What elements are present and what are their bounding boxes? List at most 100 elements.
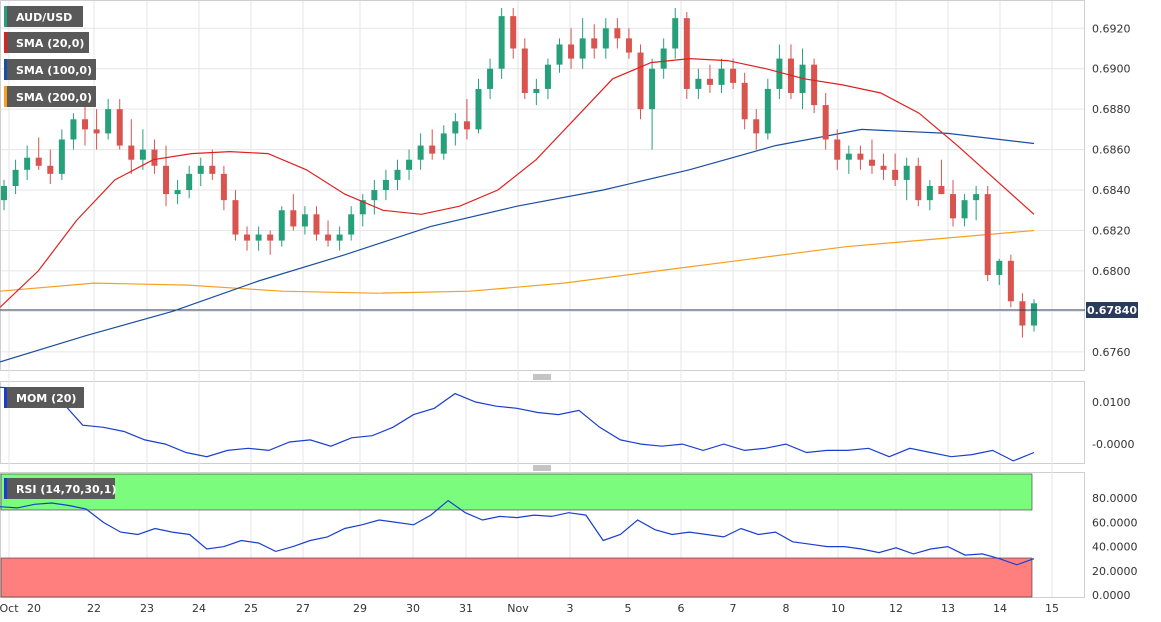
- rsi-overbought-zone: [0, 473, 1033, 511]
- candle-body: [394, 169, 401, 180]
- candle-body: [70, 119, 77, 140]
- rsi-oversold-zone: [0, 557, 1033, 598]
- candle-body: [706, 78, 713, 85]
- time-tick-label: 22: [87, 602, 101, 615]
- price-tick-label: 0.6860: [1092, 144, 1131, 157]
- mom-axis: 0.0100 -0.0000: [1092, 396, 1134, 451]
- candle-body: [267, 234, 274, 241]
- rsi-axis: 80.0000 60.0000 40.0000 20.0000 0.0000: [1092, 492, 1138, 602]
- candle-body: [996, 260, 1003, 275]
- mom-line: [0, 386, 1035, 462]
- panel-splitter-1[interactable]: [533, 374, 551, 380]
- time-tick-label: 5: [625, 602, 632, 615]
- candle-body: [949, 194, 956, 219]
- candles: [1, 8, 1037, 338]
- time-tick-label: 12: [889, 602, 903, 615]
- time-tick-label: 29: [353, 602, 367, 615]
- candle-body: [232, 200, 239, 235]
- rsi-path: [0, 499, 1035, 566]
- candle-body: [186, 173, 193, 191]
- candle-body: [544, 64, 551, 89]
- legend-sma200-label: SMA (200,0): [16, 91, 92, 104]
- sma-100-path: [0, 128, 1035, 363]
- candle-body: [313, 214, 320, 235]
- time-tick-label: 7: [730, 602, 737, 615]
- candle-body: [475, 88, 482, 130]
- time-tick-label: 15: [1045, 602, 1059, 615]
- time-tick-label: Nov: [507, 602, 529, 615]
- rsi-tick-label: 60.0000: [1092, 516, 1138, 529]
- candle-body: [730, 68, 737, 83]
- candle-body: [336, 234, 343, 241]
- candle-body: [602, 28, 609, 49]
- candle-body: [498, 16, 505, 69]
- candle-body: [776, 58, 783, 89]
- candle-body: [359, 200, 366, 215]
- time-tick-label: 23: [140, 602, 154, 615]
- mom-tick-label: -0.0000: [1092, 438, 1134, 451]
- price-tick-label: 0.6880: [1092, 103, 1131, 116]
- legend-rsi[interactable]: RSI (14,70,30,1): [4, 478, 116, 499]
- candle-body: [915, 165, 922, 201]
- legend-mom[interactable]: MOM (20): [4, 387, 84, 408]
- candle-body: [521, 48, 528, 93]
- legend-sma20[interactable]: SMA (20,0): [4, 32, 89, 53]
- candle-body: [197, 165, 204, 174]
- current-price-value: 0.67840: [1087, 304, 1137, 317]
- candle-body: [35, 157, 42, 166]
- price-tick-label: 0.6820: [1092, 224, 1131, 237]
- mom-panel: [0, 381, 1085, 464]
- candle-body: [278, 210, 285, 241]
- candle-body: [174, 190, 181, 195]
- legend-symbol-label: AUD/USD: [16, 11, 72, 24]
- candle-body: [903, 165, 910, 180]
- sma-20-line: [0, 57, 1035, 308]
- price-tick-label: 0.6840: [1092, 184, 1131, 197]
- candle-body: [649, 68, 656, 110]
- time-tick-label: 20: [27, 602, 41, 615]
- legend-mom-label: MOM (20): [16, 392, 76, 405]
- candle-body: [1007, 260, 1014, 302]
- candle-body: [614, 28, 621, 39]
- candle-body: [811, 64, 818, 106]
- legend-rsi-label: RSI (14,70,30,1): [16, 483, 116, 496]
- mom-tick-label: 0.0100: [1092, 396, 1131, 409]
- time-tick-label: 3: [567, 602, 574, 615]
- legend-sma200[interactable]: SMA (200,0): [4, 86, 96, 107]
- time-tick-label: 14: [993, 602, 1007, 615]
- candle-body: [741, 82, 748, 120]
- candle-body: [429, 145, 436, 154]
- candle-body: [961, 200, 968, 219]
- candle-body: [556, 44, 563, 65]
- candle-body: [672, 18, 679, 49]
- candle-body: [105, 109, 112, 134]
- legend-sma100[interactable]: SMA (100,0): [4, 59, 96, 80]
- candle-body: [938, 186, 945, 195]
- time-tick-label: Oct: [0, 602, 19, 615]
- candle-body: [209, 165, 216, 174]
- candle-body: [1, 186, 7, 201]
- candle-body: [163, 165, 170, 195]
- candle-body: [82, 119, 89, 130]
- candle-body: [382, 179, 389, 191]
- candle-body: [244, 234, 251, 241]
- candle-body: [973, 194, 980, 201]
- candle-body: [625, 38, 632, 53]
- time-tick-label: 30: [406, 602, 420, 615]
- time-tick-label: 27: [296, 602, 310, 615]
- candle-body: [683, 18, 690, 89]
- legend-symbol[interactable]: AUD/USD: [4, 6, 83, 27]
- candle-body: [926, 186, 933, 201]
- candle-body: [463, 121, 470, 130]
- candle-body: [984, 194, 991, 275]
- candle-body: [440, 133, 447, 154]
- candle-body: [151, 149, 158, 166]
- time-tick-label: 8: [783, 602, 790, 615]
- panel-splitter-2[interactable]: [533, 465, 551, 471]
- candle-body: [12, 169, 19, 186]
- candle-body: [591, 38, 598, 49]
- candle-body: [220, 173, 227, 201]
- candle-body: [406, 159, 413, 170]
- rsi-line: [0, 499, 1035, 566]
